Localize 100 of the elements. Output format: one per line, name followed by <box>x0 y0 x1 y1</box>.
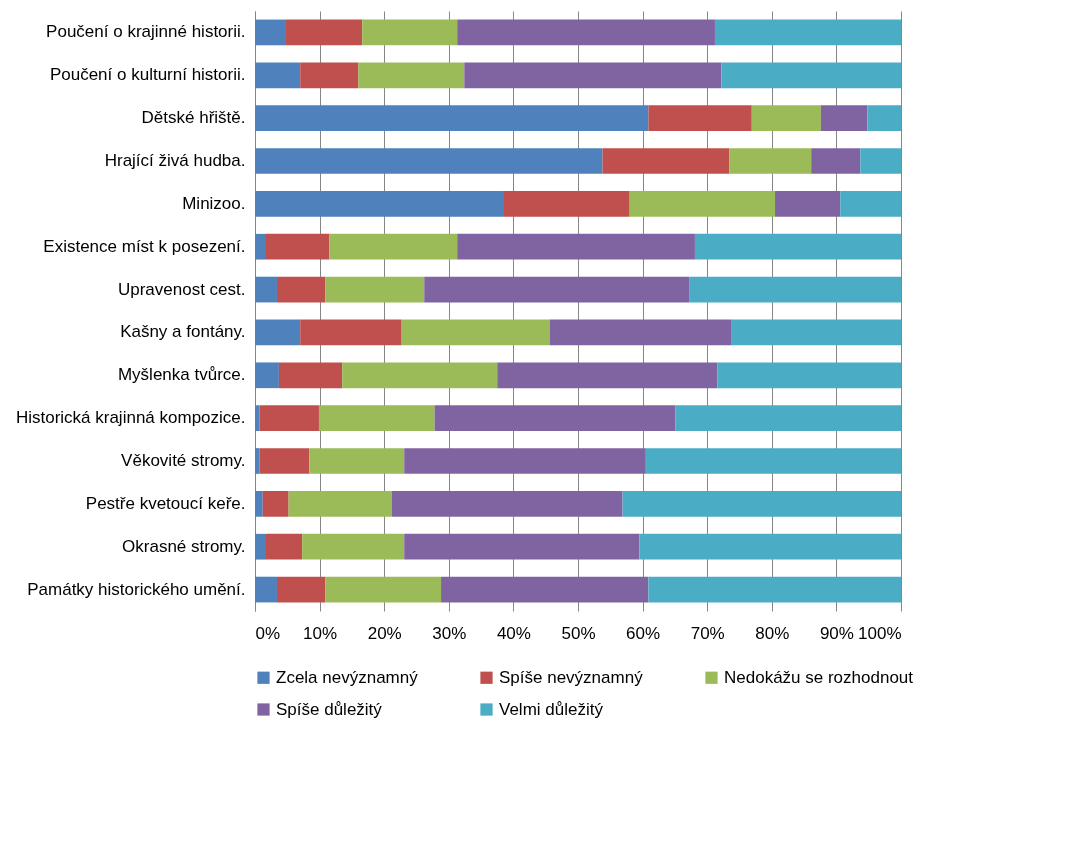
bar <box>867 105 901 131</box>
y-tick-label: Minizoo. <box>182 193 246 213</box>
bar <box>255 533 266 560</box>
bar <box>731 319 901 346</box>
bar <box>622 491 901 517</box>
bar <box>404 448 646 474</box>
bar <box>629 191 776 217</box>
bar <box>302 533 405 560</box>
y-tick-label: Věkovité stromy. <box>121 451 246 470</box>
bar <box>318 405 435 431</box>
legend-label: Nedokážu se rozhodnout <box>724 667 914 687</box>
bar <box>276 276 326 303</box>
bar <box>648 105 752 131</box>
x-tick-label: 70% <box>690 623 725 643</box>
bar <box>276 576 326 603</box>
bar <box>265 533 303 560</box>
y-tick-label: Myšlenka tvůrce. <box>117 365 246 385</box>
bar <box>689 276 901 303</box>
bar <box>775 191 841 217</box>
bar <box>717 362 901 389</box>
bar <box>497 362 718 389</box>
bar <box>391 491 623 517</box>
x-tick-label: 20% <box>367 623 402 643</box>
bar <box>329 233 458 260</box>
y-tick-label: Hrající živá hudba. <box>104 151 246 170</box>
x-tick-label: 40% <box>496 623 531 643</box>
bar <box>325 276 425 303</box>
bar <box>255 491 263 517</box>
bar <box>259 405 319 431</box>
bar <box>255 448 260 474</box>
bar <box>358 62 465 89</box>
bar <box>503 191 630 217</box>
bar <box>255 405 260 431</box>
bar <box>265 233 330 260</box>
y-tick-label: Upravenost cest. <box>117 279 246 299</box>
legend-label: Spíše důležitý <box>276 699 383 719</box>
bar <box>751 105 821 131</box>
bar <box>255 105 649 131</box>
bar <box>457 233 695 260</box>
x-tick-label: 30% <box>432 623 467 643</box>
bar <box>648 576 901 603</box>
bar <box>300 62 359 89</box>
bar <box>714 19 901 46</box>
bar <box>434 405 676 431</box>
bar <box>286 19 363 46</box>
y-tick-label: Existence míst k posezení. <box>43 236 246 256</box>
x-tick-label: 50% <box>561 623 596 643</box>
y-tick-label: Dětské hřiště. <box>141 108 246 128</box>
bar <box>401 319 550 346</box>
bar <box>602 148 730 174</box>
bar <box>342 362 498 389</box>
bar <box>255 276 277 303</box>
bar <box>639 533 901 560</box>
legend-label: Spíše nevýznamný <box>499 667 644 687</box>
bar <box>259 448 310 474</box>
bar <box>860 148 901 174</box>
bar <box>820 105 868 131</box>
bar <box>362 19 458 46</box>
bar <box>645 448 901 474</box>
x-tick-label: 90% <box>819 623 854 643</box>
bar <box>729 148 812 174</box>
bar <box>309 448 405 474</box>
bar <box>424 276 690 303</box>
y-tick-label: Poučení o kulturní historii. <box>49 65 246 85</box>
y-tick-label: Poučení o krajinné historii. <box>46 22 246 42</box>
x-tick-label: 10% <box>303 623 338 643</box>
bar <box>325 576 442 603</box>
bar <box>255 233 266 260</box>
bar <box>255 362 279 389</box>
legend-label: Velmi důležitý <box>499 699 604 719</box>
bar <box>404 533 640 560</box>
bar <box>255 148 603 174</box>
bar <box>464 62 722 89</box>
bar <box>694 233 901 260</box>
bar <box>300 319 402 346</box>
legend-label: Zcela nevýznamný <box>276 667 419 687</box>
y-tick-label: Historická krajinná kompozice. <box>15 408 246 428</box>
x-tick-label: 80% <box>755 623 790 643</box>
x-tick-label: 0% <box>255 623 281 643</box>
bar <box>441 576 649 603</box>
bar <box>549 319 732 346</box>
bar <box>278 362 343 389</box>
bar <box>675 405 901 431</box>
bar <box>255 62 301 89</box>
x-tick-label: 100% <box>858 623 902 643</box>
bar <box>255 19 287 46</box>
bar <box>255 319 301 346</box>
bar <box>840 191 901 217</box>
bar <box>721 62 901 89</box>
bar <box>255 191 504 217</box>
bar <box>262 491 289 517</box>
bar <box>457 19 715 46</box>
bar <box>255 576 277 603</box>
y-tick-label: Památky historického umění. <box>27 579 246 599</box>
bar <box>288 491 392 517</box>
y-tick-label: Kašny a fontány. <box>120 322 246 342</box>
x-tick-label: 60% <box>626 623 661 643</box>
y-tick-label: Okrasné stromy. <box>122 536 246 556</box>
y-tick-label: Pestře kvetoucí keře. <box>85 493 246 513</box>
bar <box>811 148 861 174</box>
